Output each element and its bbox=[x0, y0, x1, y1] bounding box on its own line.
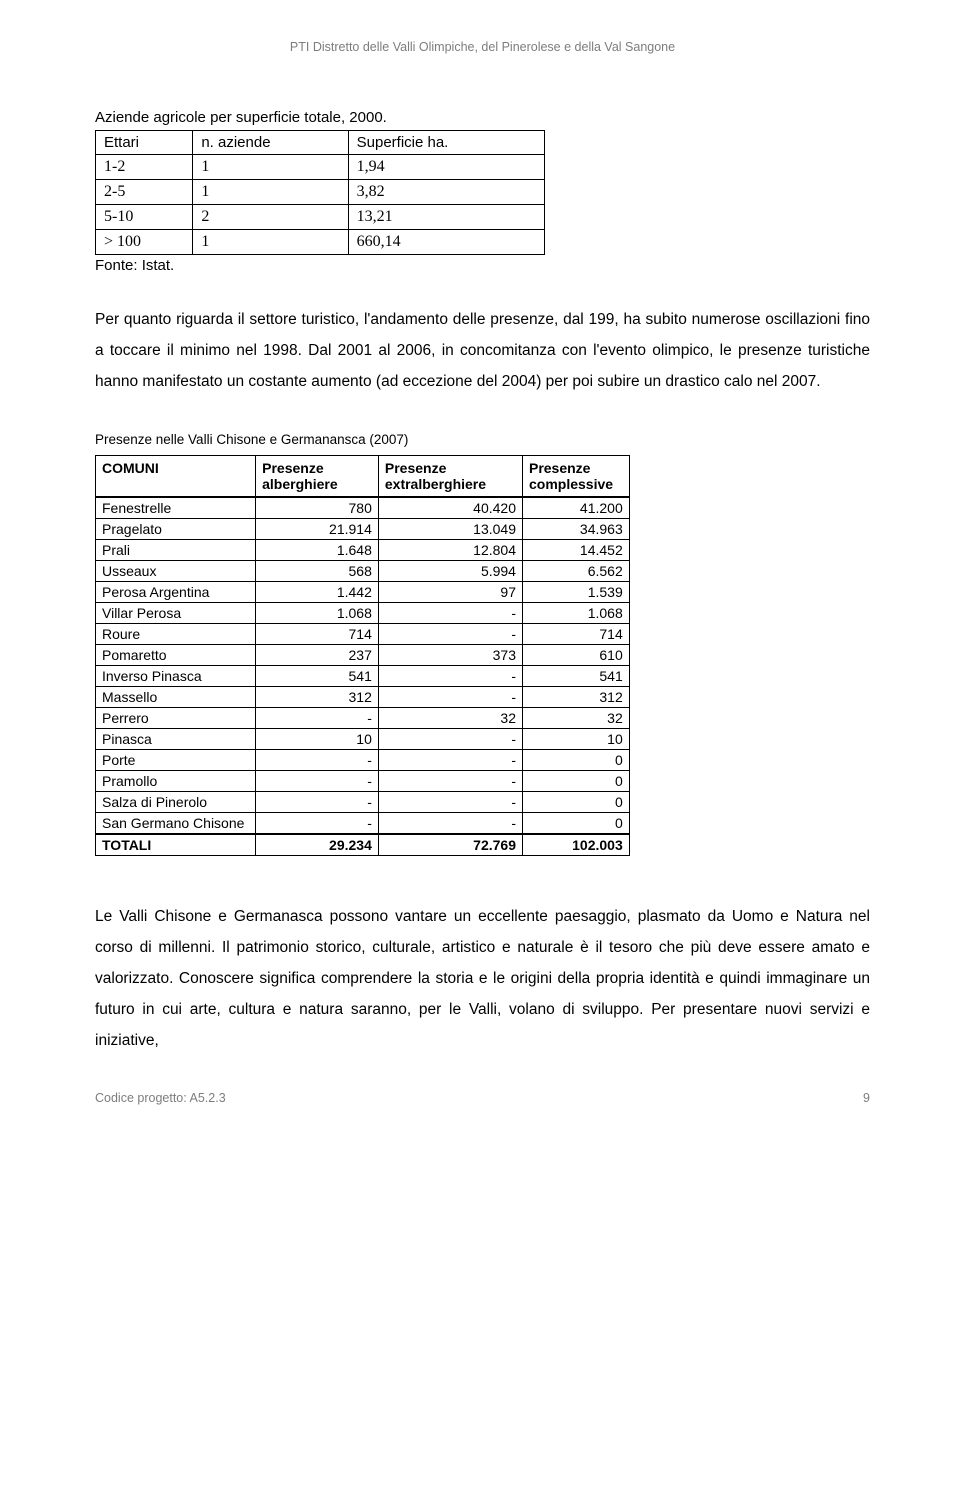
table2-cell: 97 bbox=[378, 582, 522, 603]
table2-total-cell: 29.234 bbox=[256, 834, 379, 856]
table2-cell: Villar Perosa bbox=[96, 603, 256, 624]
table2-cell: 0 bbox=[522, 813, 629, 835]
table2-cell: - bbox=[378, 771, 522, 792]
table2-cell: 14.452 bbox=[522, 540, 629, 561]
table1-fonte: Fonte: Istat. bbox=[95, 257, 870, 274]
table1-cell: 3,82 bbox=[348, 180, 544, 205]
table2-cell: 21.914 bbox=[256, 519, 379, 540]
table2-cell: 5.994 bbox=[378, 561, 522, 582]
table2-cell: 541 bbox=[256, 666, 379, 687]
table2-cell: Usseaux bbox=[96, 561, 256, 582]
table-presenze: COMUNI Presenze alberghiere Presenze ext… bbox=[95, 455, 630, 856]
paragraph-2: Le Valli Chisone e Germanasca possono va… bbox=[95, 901, 870, 1056]
table2-cell: 780 bbox=[256, 497, 379, 519]
table2-cell: 1.068 bbox=[256, 603, 379, 624]
table2-cell: 312 bbox=[256, 687, 379, 708]
table2-cell: Pomaretto bbox=[96, 645, 256, 666]
table1-cell: 660,14 bbox=[348, 230, 544, 255]
table2-cell: 13.049 bbox=[378, 519, 522, 540]
table2-cell: - bbox=[378, 813, 522, 835]
paragraph-1: Per quanto riguarda il settore turistico… bbox=[95, 304, 870, 397]
table2-cell: Salza di Pinerolo bbox=[96, 792, 256, 813]
table2-cell: 10 bbox=[522, 729, 629, 750]
table2-cell: 610 bbox=[522, 645, 629, 666]
table2-cell: 312 bbox=[522, 687, 629, 708]
table2-total-cell: 102.003 bbox=[522, 834, 629, 856]
table2-total-cell: 72.769 bbox=[378, 834, 522, 856]
table2-cell: - bbox=[378, 666, 522, 687]
table2-col-alberghiere: Presenze alberghiere bbox=[256, 456, 379, 498]
table1-title: Aziende agricole per superficie totale, … bbox=[95, 109, 870, 126]
page-header: PTI Distretto delle Valli Olimpiche, del… bbox=[95, 40, 870, 54]
table2-cell: 714 bbox=[522, 624, 629, 645]
table2-cell: - bbox=[256, 708, 379, 729]
table2-total-cell: TOTALI bbox=[96, 834, 256, 856]
table2-cell: 714 bbox=[256, 624, 379, 645]
table2-cell: 568 bbox=[256, 561, 379, 582]
table2-cell: - bbox=[378, 750, 522, 771]
table2-cell: Roure bbox=[96, 624, 256, 645]
table2-cell: 237 bbox=[256, 645, 379, 666]
table2-cell: 0 bbox=[522, 792, 629, 813]
footer-left: Codice progetto: A5.2.3 bbox=[95, 1091, 226, 1105]
table2-cell: Perrero bbox=[96, 708, 256, 729]
table2-title: Presenze nelle Valli Chisone e Germanans… bbox=[95, 432, 870, 447]
table2-cell: 34.963 bbox=[522, 519, 629, 540]
table2-cell: - bbox=[378, 792, 522, 813]
table2-cell: Pragelato bbox=[96, 519, 256, 540]
table1-col-aziende: n. aziende bbox=[193, 131, 348, 155]
table2-cell: San Germano Chisone bbox=[96, 813, 256, 835]
table2-cell: Pinasca bbox=[96, 729, 256, 750]
table2-cell: Perosa Argentina bbox=[96, 582, 256, 603]
table2-cell: - bbox=[256, 813, 379, 835]
table-aziende-agricole: Ettari n. aziende Superficie ha. 1-211,9… bbox=[95, 130, 545, 255]
table2-cell: 32 bbox=[378, 708, 522, 729]
table2-cell: 12.804 bbox=[378, 540, 522, 561]
table2-cell: 541 bbox=[522, 666, 629, 687]
table1-cell: 1,94 bbox=[348, 155, 544, 180]
table1-cell: 2 bbox=[193, 205, 348, 230]
table1-cell: > 100 bbox=[96, 230, 193, 255]
table1-cell: 1 bbox=[193, 180, 348, 205]
table2-cell: 1.442 bbox=[256, 582, 379, 603]
table1-cell: 5-10 bbox=[96, 205, 193, 230]
table2-cell: - bbox=[378, 603, 522, 624]
table2-cell: 373 bbox=[378, 645, 522, 666]
table1-cell: 1-2 bbox=[96, 155, 193, 180]
table2-cell: Prali bbox=[96, 540, 256, 561]
table2-col-complessive: Presenze complessive bbox=[522, 456, 629, 498]
table1-cell: 13,21 bbox=[348, 205, 544, 230]
table2-cell: 10 bbox=[256, 729, 379, 750]
table2-cell: Inverso Pinasca bbox=[96, 666, 256, 687]
table2-cell: 40.420 bbox=[378, 497, 522, 519]
table1-cell: 1 bbox=[193, 230, 348, 255]
table2-cell: - bbox=[378, 624, 522, 645]
table2-cell: 41.200 bbox=[522, 497, 629, 519]
table2-col-extralberghiere: Presenze extralberghiere bbox=[378, 456, 522, 498]
table2-cell: 1.068 bbox=[522, 603, 629, 624]
table2-cell: 1.648 bbox=[256, 540, 379, 561]
table2-col-comuni: COMUNI bbox=[96, 456, 256, 498]
table1-col-ettari: Ettari bbox=[96, 131, 193, 155]
table2-cell: 0 bbox=[522, 771, 629, 792]
table2-cell: Porte bbox=[96, 750, 256, 771]
table2-cell: Fenestrelle bbox=[96, 497, 256, 519]
table2-cell: 6.562 bbox=[522, 561, 629, 582]
table2-cell: - bbox=[256, 750, 379, 771]
table1-cell: 2-5 bbox=[96, 180, 193, 205]
table2-cell: - bbox=[256, 771, 379, 792]
table2-cell: 32 bbox=[522, 708, 629, 729]
table2-cell: Massello bbox=[96, 687, 256, 708]
table1-col-superficie: Superficie ha. bbox=[348, 131, 544, 155]
table2-cell: - bbox=[378, 687, 522, 708]
table2-cell: 0 bbox=[522, 750, 629, 771]
table2-cell: - bbox=[378, 729, 522, 750]
table2-cell: - bbox=[256, 792, 379, 813]
table1-cell: 1 bbox=[193, 155, 348, 180]
footer-right: 9 bbox=[863, 1091, 870, 1105]
table2-cell: Pramollo bbox=[96, 771, 256, 792]
table2-cell: 1.539 bbox=[522, 582, 629, 603]
